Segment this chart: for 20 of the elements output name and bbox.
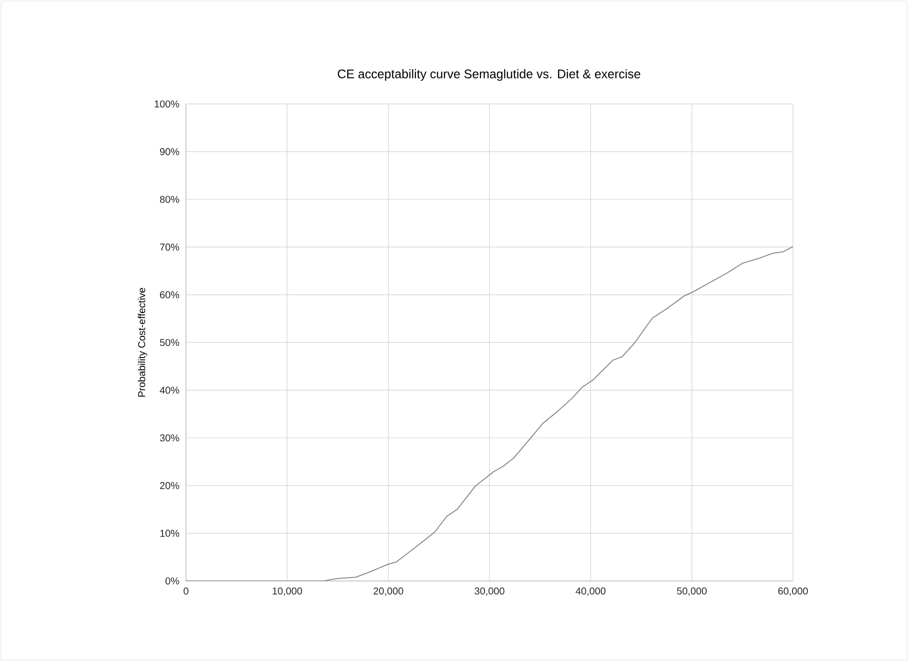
- x-tick-label: 0: [184, 587, 188, 595]
- y-tick-label: 50%: [160, 338, 180, 346]
- y-tick-label: 0%: [165, 577, 180, 585]
- x-tick-label: 60,000: [778, 587, 808, 596]
- x-tick-label: 50,000: [677, 587, 707, 596]
- y-tick-label: 90%: [160, 148, 180, 156]
- y-tick-label: 100%: [154, 100, 180, 108]
- y-tick-label: 70%: [160, 244, 180, 251]
- x-tick-label: 10,000: [272, 587, 302, 596]
- y-tick-label: 30%: [160, 434, 180, 442]
- y-axis-title: Probability Cost-effective: [138, 288, 148, 397]
- y-tick-label: 40%: [160, 386, 180, 394]
- y-tick-label: 10%: [160, 530, 180, 537]
- y-tick-label: 60%: [160, 291, 180, 298]
- y-tick-label: 80%: [160, 196, 180, 203]
- x-tick-label: 20,000: [374, 587, 404, 596]
- y-tick-label: 20%: [160, 482, 180, 490]
- x-tick-label: 30,000: [474, 587, 504, 596]
- x-tick-label: 40,000: [576, 587, 606, 596]
- chart-title: CE acceptability curve Semaglutide vs. Diet & exercise: [338, 69, 640, 81]
